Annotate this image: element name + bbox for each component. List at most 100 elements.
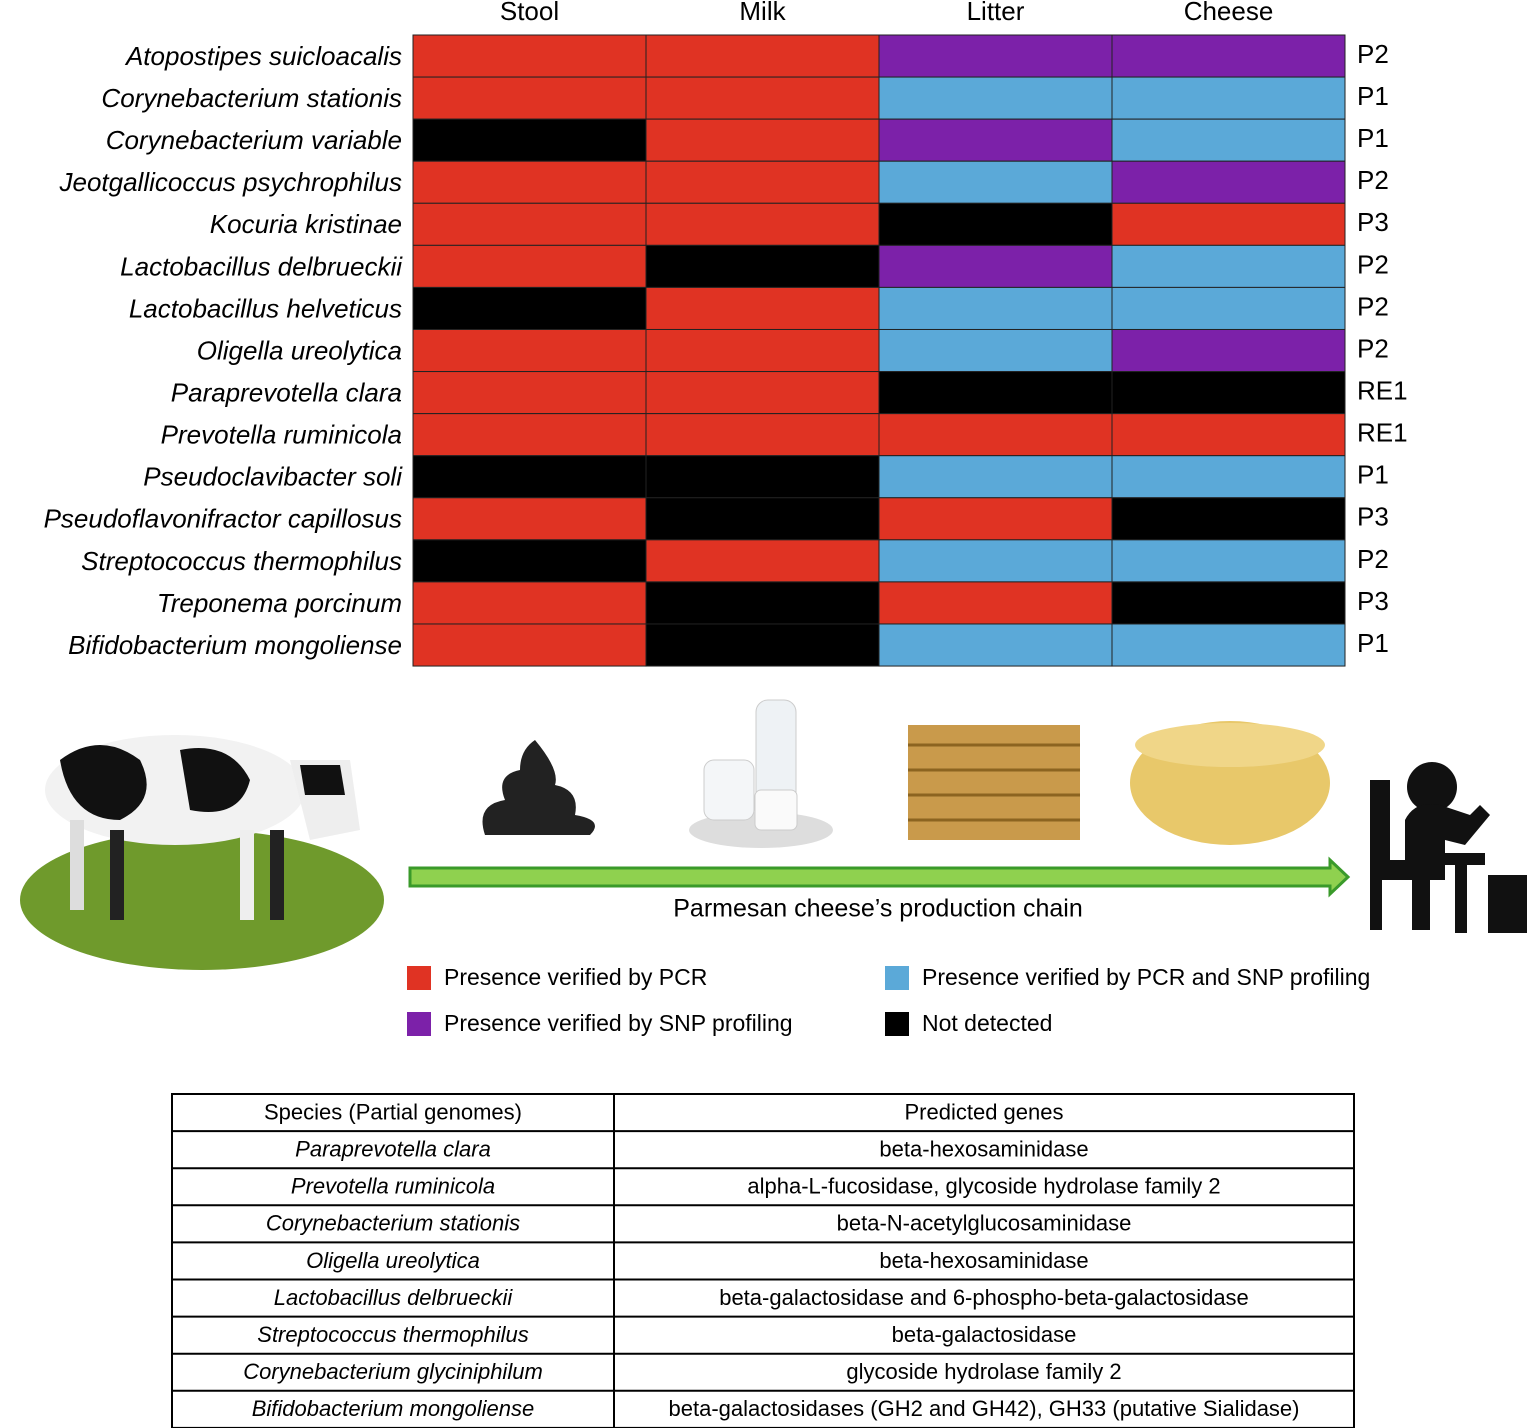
table-cell: beta-galactosidases (GH2 and GH42), GH33… (669, 1396, 1300, 1421)
legend-label: Not detected (922, 1010, 1052, 1036)
table-cell: Bifidobacterium mongoliense (252, 1396, 535, 1421)
table-cell: Prevotella ruminicola (291, 1174, 495, 1199)
cell (412, 160, 647, 204)
cell (645, 286, 880, 330)
table-cell: Paraprevotella clara (295, 1136, 491, 1161)
profile-label: P2 (1357, 165, 1389, 195)
legend-label: Presence verified by PCR (444, 964, 707, 990)
cell (878, 497, 1113, 541)
cell (645, 244, 880, 288)
stool-icon (482, 740, 595, 835)
profile-label: P1 (1357, 460, 1389, 490)
cell (878, 413, 1113, 457)
table-cell: Species (Partial genomes) (264, 1099, 522, 1124)
cell (412, 371, 647, 415)
species-label: Lactobacillus helveticus (129, 293, 402, 323)
legend-label: Presence verified by SNP profiling (444, 1010, 793, 1036)
cell (412, 118, 647, 162)
cell (645, 34, 880, 78)
cell (1111, 76, 1346, 120)
profile-label: P1 (1357, 123, 1389, 153)
profile-label: P3 (1357, 502, 1389, 532)
caption: Parmesan cheese’s production chain (673, 895, 1083, 923)
species-label: Atopostipes suicloacalis (124, 41, 402, 71)
cell (645, 623, 880, 667)
legend-swatch (885, 966, 909, 990)
table-cell: Oligella ureolytica (306, 1248, 480, 1273)
profile-label: P3 (1357, 207, 1389, 237)
table-cell: beta-hexosaminidase (879, 1136, 1088, 1161)
cell (412, 286, 647, 330)
species-label: Streptococcus thermophilus (81, 546, 402, 576)
cell (878, 160, 1113, 204)
cell (1111, 623, 1346, 667)
table-cell: beta-galactosidase and 6-phospho-beta-ga… (719, 1285, 1249, 1310)
legend-label: Presence verified by PCR and SNP profili… (922, 964, 1370, 990)
cell (412, 244, 647, 288)
table-cell: beta-N-acetylglucosaminidase (837, 1211, 1132, 1236)
cell (412, 581, 647, 625)
cell (878, 244, 1113, 288)
table-cell: Streptococcus thermophilus (257, 1322, 528, 1347)
cell (645, 413, 880, 457)
species-label: Lactobacillus delbrueckii (120, 251, 403, 281)
cell (878, 202, 1113, 246)
cell (645, 455, 880, 499)
cell (878, 581, 1113, 625)
species-label: Kocuria kristinae (210, 209, 402, 239)
cell (645, 76, 880, 120)
cell (645, 328, 880, 373)
cell (645, 581, 880, 625)
table-cell: Predicted genes (905, 1099, 1064, 1124)
cell (645, 539, 880, 583)
cell (412, 202, 647, 246)
cell (878, 118, 1113, 162)
species-label: Corynebacterium variable (106, 125, 402, 155)
column-header: Milk (739, 0, 786, 26)
species-label: Jeotgallicoccus psychrophilus (58, 167, 402, 197)
species-label: Oligella ureolytica (197, 335, 402, 365)
table-cell: glycoside hydrolase family 2 (846, 1359, 1121, 1384)
cell (1111, 118, 1346, 162)
cell (412, 76, 647, 120)
cell (878, 286, 1113, 330)
cell (645, 202, 880, 246)
cell (878, 539, 1113, 583)
legend-swatch (407, 966, 431, 990)
species-label: Prevotella ruminicola (161, 420, 402, 450)
cell (412, 455, 647, 499)
species-label: Pseudoflavonifractor capillosus (44, 504, 402, 534)
column-header: Stool (500, 0, 559, 26)
profile-label: RE1 (1357, 375, 1408, 405)
table-cell: Corynebacterium stationis (266, 1211, 520, 1236)
cell (1111, 371, 1346, 415)
cell (1111, 497, 1346, 541)
cell (1111, 413, 1346, 457)
profile-label: P2 (1357, 544, 1389, 574)
cell (645, 160, 880, 204)
cell (1111, 34, 1346, 78)
cell (412, 623, 647, 667)
profile-label: P2 (1357, 333, 1389, 363)
table-cell: Lactobacillus delbrueckii (274, 1285, 514, 1310)
milk-icon (689, 699, 833, 848)
profile-label: P3 (1357, 586, 1389, 616)
cow-icon (20, 735, 384, 970)
cell (1111, 244, 1346, 288)
table-cell: alpha-L-fucosidase, glycoside hydrolase … (747, 1174, 1220, 1199)
cell (1111, 581, 1346, 625)
cell (878, 455, 1113, 499)
cell (412, 34, 647, 78)
cell (412, 497, 647, 541)
cell (878, 76, 1113, 120)
cell (878, 623, 1113, 667)
cell (645, 118, 880, 162)
cell (878, 328, 1113, 373)
table-cell: Corynebacterium glyciniphilum (243, 1359, 543, 1384)
cell (645, 371, 880, 415)
species-label: Paraprevotella clara (171, 377, 402, 407)
cell (412, 413, 647, 457)
person-icon (1370, 762, 1527, 933)
